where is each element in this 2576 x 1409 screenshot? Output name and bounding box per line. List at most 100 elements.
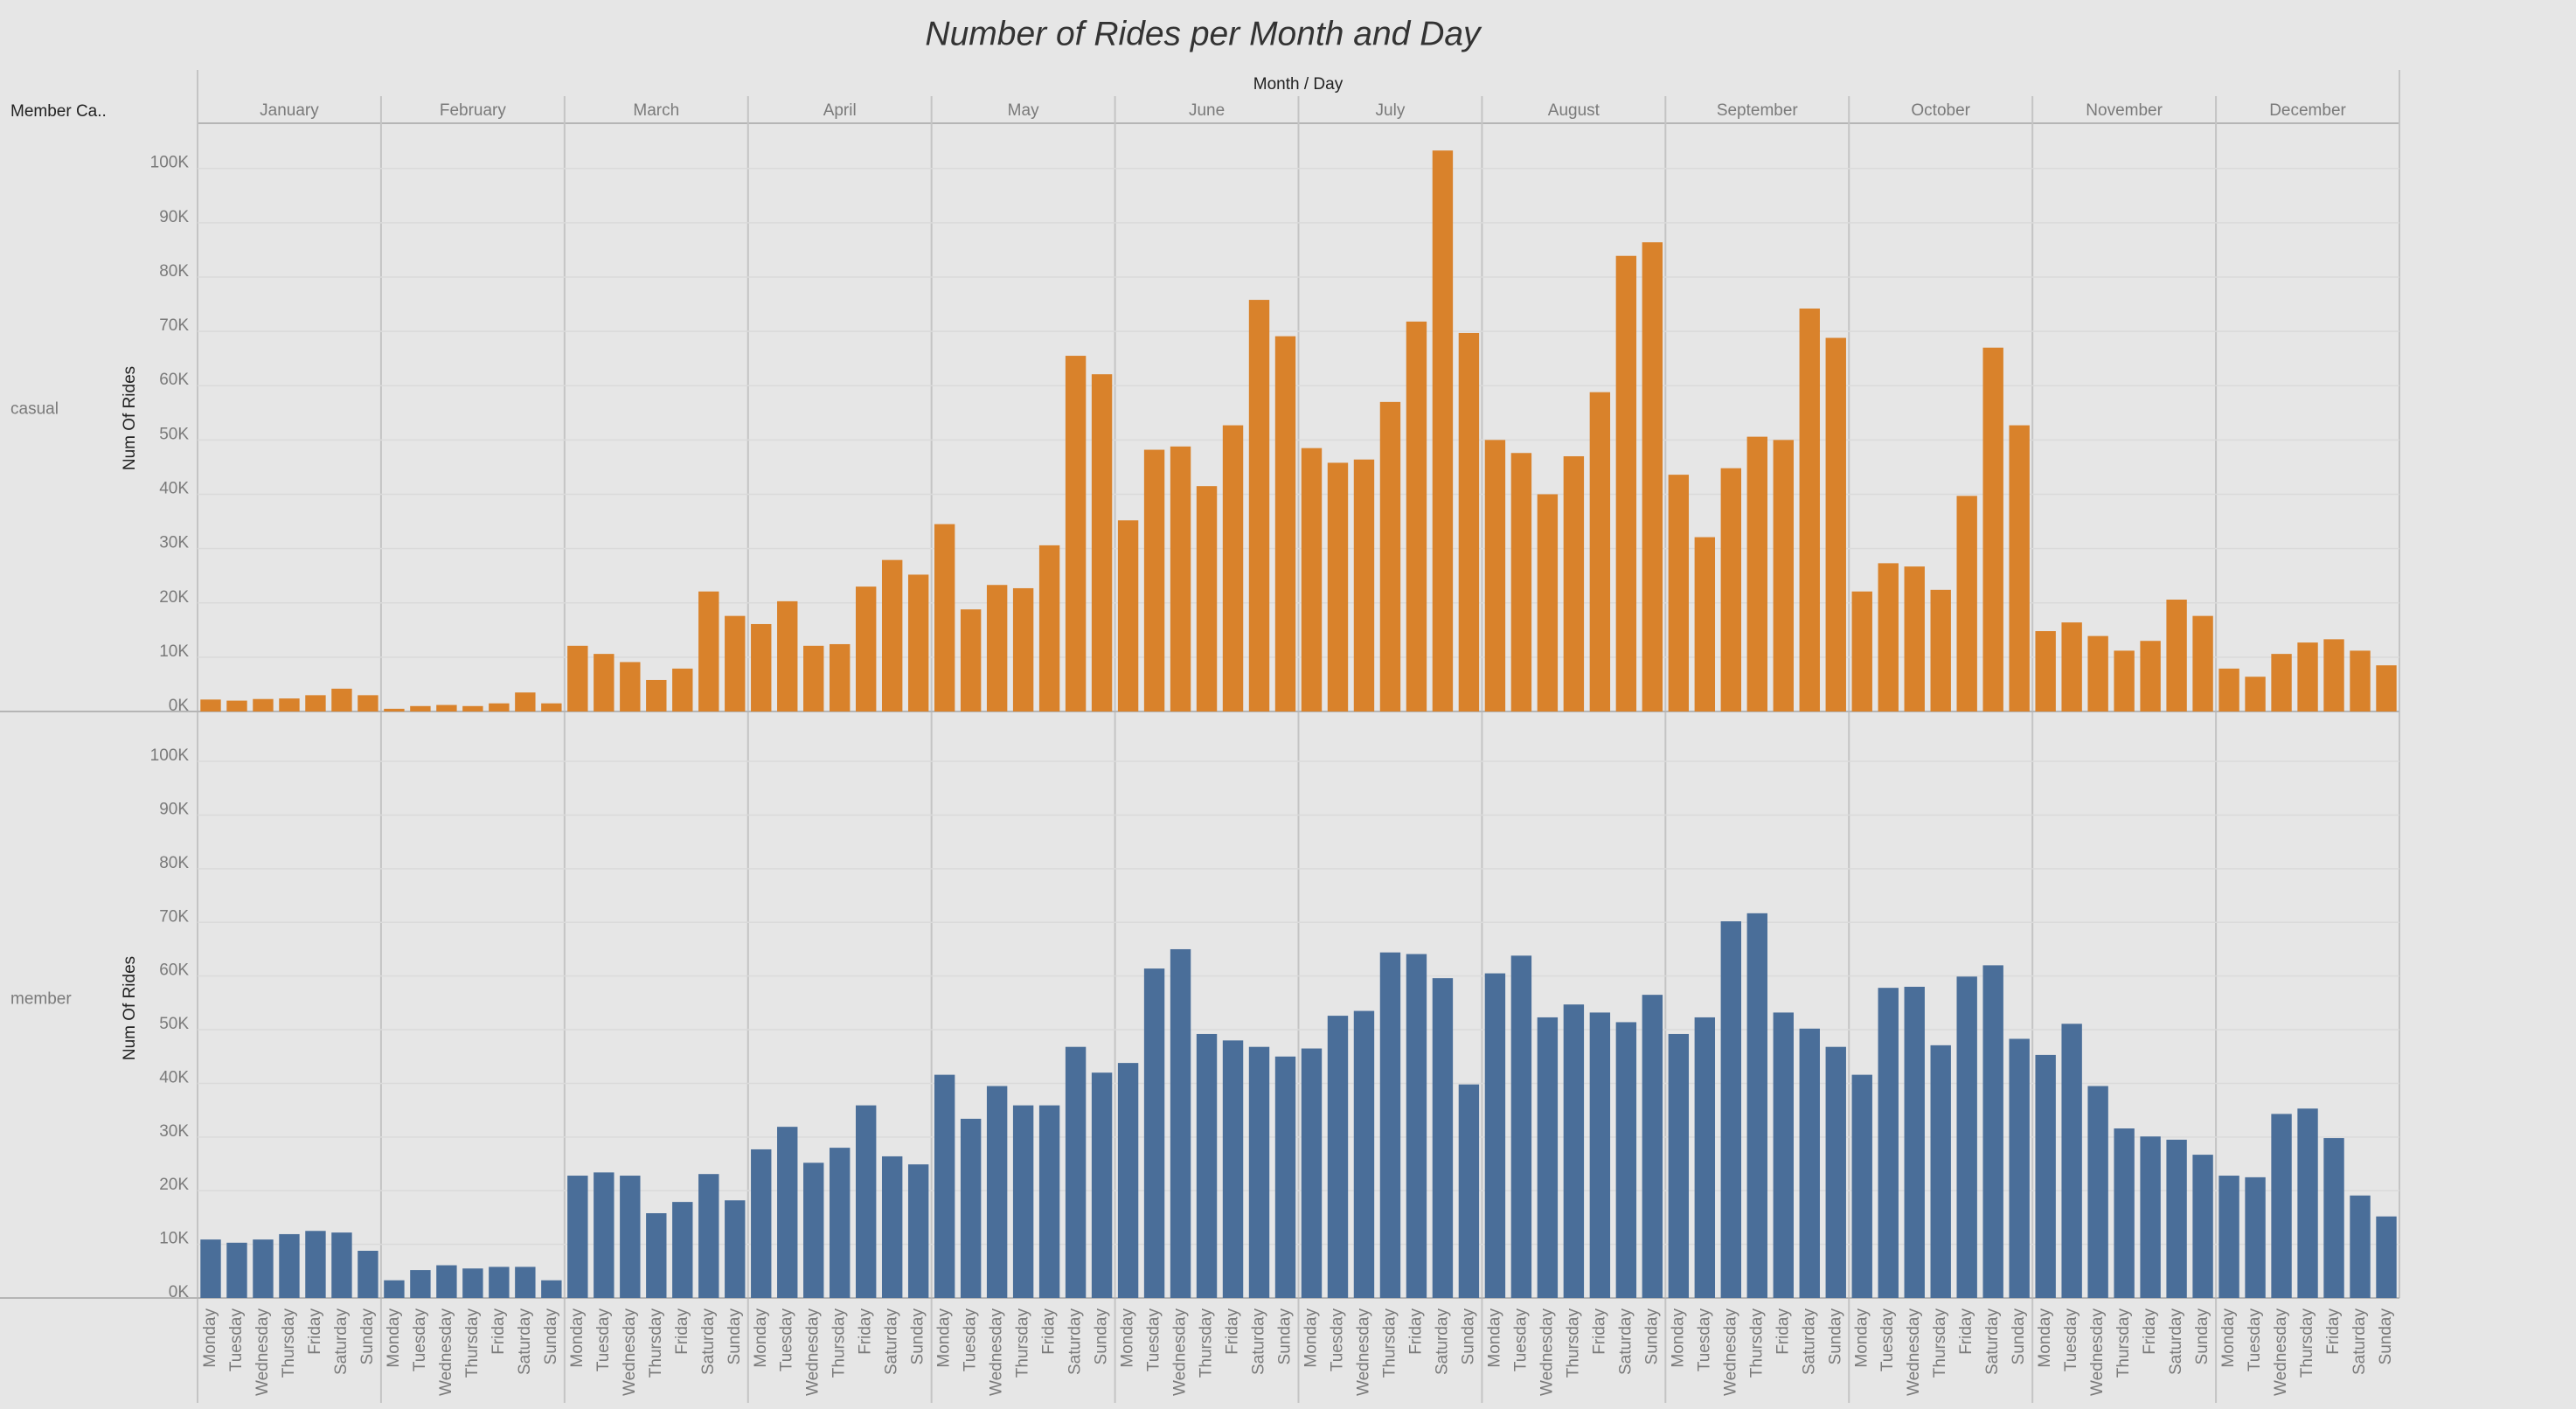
bar — [1904, 986, 1925, 1298]
row-label: member — [10, 990, 72, 1009]
x-tick-label: Friday — [1406, 1308, 1425, 1355]
x-tick-label: Tuesday — [2246, 1308, 2264, 1372]
bar — [200, 699, 221, 711]
x-tick-label: Friday — [1590, 1308, 1608, 1355]
bar — [2376, 1216, 2397, 1298]
bar — [1668, 1033, 1690, 1298]
month-label: August — [1548, 101, 1600, 120]
bar — [2376, 665, 2397, 711]
bar — [1799, 1028, 1820, 1298]
y-tick-label: 0K — [169, 1283, 190, 1301]
x-tick-label: Sunday — [1459, 1308, 1477, 1365]
x-tick-label: Wednesday — [988, 1308, 1006, 1396]
x-tick-label: Wednesday — [1538, 1308, 1556, 1396]
bar — [1143, 449, 1165, 711]
bar — [1825, 337, 1846, 711]
x-tick-label: Friday — [1957, 1308, 1975, 1355]
x-tick-label: Tuesday — [962, 1308, 980, 1372]
bar — [279, 1233, 300, 1298]
bar — [672, 1202, 693, 1298]
x-tick-label: Friday — [490, 1308, 508, 1355]
x-tick-label: Tuesday — [1328, 1308, 1346, 1372]
bar — [1222, 425, 1244, 711]
x-tick-label: Thursday — [1931, 1308, 1949, 1378]
x-tick-label: Sunday — [1642, 1308, 1661, 1365]
y-tick-label: 50K — [159, 425, 189, 443]
bar — [620, 1176, 641, 1298]
x-tick-label: Saturday — [2167, 1308, 2185, 1376]
bar — [2297, 1108, 2318, 1298]
bar — [2009, 1038, 2030, 1298]
bar — [1615, 1022, 1637, 1298]
bar — [1982, 347, 2003, 711]
y-tick-label: 20K — [159, 1176, 189, 1194]
x-tick-label: Friday — [2324, 1308, 2343, 1355]
x-tick-label: Saturday — [1983, 1308, 2002, 1376]
month-label: May — [1008, 101, 1039, 120]
bar — [1012, 1105, 1034, 1298]
bar — [907, 574, 929, 711]
bar — [777, 600, 798, 711]
x-tick-label: Friday — [2141, 1308, 2159, 1355]
bar — [1537, 494, 1559, 711]
bar — [462, 705, 483, 711]
bar — [1327, 1016, 1349, 1298]
month-label: January — [260, 101, 319, 120]
bar — [725, 615, 746, 711]
bar — [410, 705, 431, 711]
x-tick-label: Tuesday — [411, 1308, 429, 1372]
x-tick-label: Monday — [201, 1308, 219, 1368]
bar — [1379, 952, 1401, 1298]
bar — [960, 609, 982, 711]
x-tick-label: Wednesday — [2272, 1308, 2290, 1396]
month-label: October — [1911, 101, 1970, 120]
bar — [620, 662, 641, 711]
x-tick-label: Monday — [385, 1308, 403, 1368]
x-tick-label: Wednesday — [621, 1308, 639, 1396]
x-tick-label: Thursday — [647, 1308, 665, 1378]
x-tick-label: Sunday — [1276, 1308, 1295, 1365]
x-tick-label: Friday — [1774, 1308, 1792, 1355]
bar — [1327, 462, 1349, 711]
x-tick-label: Tuesday — [778, 1308, 796, 1372]
bar — [1117, 520, 1139, 711]
bar — [698, 591, 719, 711]
y-tick-label: 60K — [159, 371, 189, 389]
y-tick-label: 100K — [150, 746, 190, 765]
bar — [1196, 1033, 1218, 1298]
bar — [2009, 425, 2030, 711]
bar — [1091, 1072, 1113, 1298]
bar — [331, 1232, 352, 1298]
bar — [1563, 455, 1585, 711]
bar — [2192, 1155, 2213, 1298]
x-tick-label: Monday — [1302, 1308, 1321, 1368]
bar — [1484, 440, 1506, 711]
bar — [856, 587, 877, 711]
bar — [1038, 545, 1060, 711]
x-tick-label: Wednesday — [804, 1308, 823, 1396]
bar — [489, 1267, 510, 1298]
bar — [1746, 436, 1767, 711]
bar — [1851, 1074, 1872, 1298]
bar — [541, 1280, 562, 1298]
row-header: Member Ca.. — [10, 102, 107, 121]
bar — [279, 698, 300, 711]
y-axis-title: Num Of Rides — [121, 956, 139, 1060]
bar — [358, 1250, 378, 1298]
bar — [1589, 1012, 1611, 1298]
bar — [1091, 374, 1113, 711]
x-tick-label: Saturday — [1066, 1308, 1085, 1376]
bar — [1353, 1010, 1375, 1298]
bar — [2166, 600, 2187, 711]
bar — [1982, 965, 2003, 1298]
x-tick-label: Thursday — [1564, 1308, 1582, 1378]
x-tick-label: Sunday — [1826, 1308, 1844, 1365]
bar — [881, 559, 903, 711]
bar — [253, 1239, 274, 1298]
bar — [2166, 1139, 2187, 1298]
x-tick-label: Thursday — [2114, 1308, 2133, 1378]
bar — [1301, 1048, 1323, 1298]
bar — [331, 688, 352, 711]
bar — [2350, 1195, 2371, 1298]
x-tick-label: Saturday — [332, 1308, 351, 1376]
